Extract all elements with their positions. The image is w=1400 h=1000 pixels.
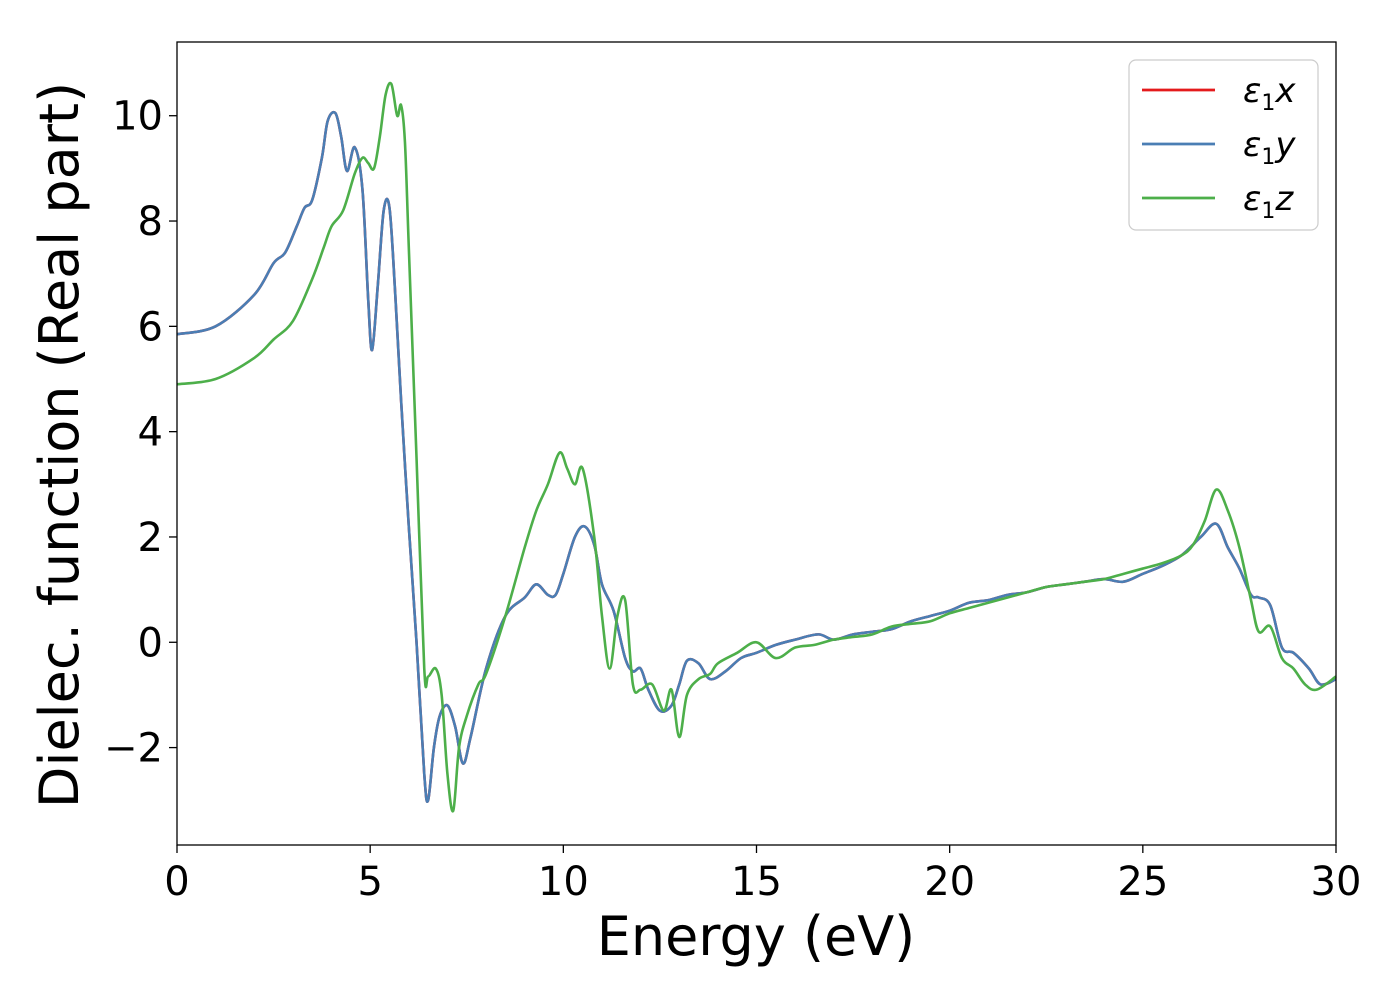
series-line-y: [176, 110, 1337, 803]
y-tick-label: 6: [138, 304, 163, 350]
x-tick-label: 30: [1311, 859, 1362, 905]
y-tick-label: 8: [138, 199, 163, 245]
x-axis-ticks: 0 5 10 15 20 25 30: [164, 845, 1361, 905]
y-tick-label: 4: [138, 410, 163, 456]
series-line-z: [176, 81, 1337, 813]
y-axis-ticks: −2 0 2 4 6 8 10: [104, 94, 177, 772]
x-tick-label: 15: [731, 859, 782, 905]
y-tick-label: 2: [138, 515, 163, 561]
x-axis-title: Energy (eV): [597, 905, 916, 968]
y-tick-label: −2: [104, 726, 163, 772]
legend-label-x: ε1x: [1243, 71, 1296, 116]
x-tick-label: 5: [357, 859, 382, 905]
x-tick-label: 0: [164, 859, 189, 905]
x-tick-label: 25: [1117, 859, 1168, 905]
series-layer: [176, 81, 1337, 813]
legend: ε1x ε1y ε1z: [1128, 59, 1319, 231]
y-tick-label: 10: [112, 94, 163, 140]
y-axis-title: Dielec. function (Real part): [28, 82, 91, 808]
y-tick-label: 0: [138, 620, 163, 666]
legend-box: [1128, 59, 1319, 231]
x-tick-label: 10: [538, 859, 589, 905]
legend-label-y: ε1y: [1243, 125, 1296, 170]
x-tick-label: 20: [924, 859, 975, 905]
legend-label-z: ε1z: [1243, 179, 1294, 224]
